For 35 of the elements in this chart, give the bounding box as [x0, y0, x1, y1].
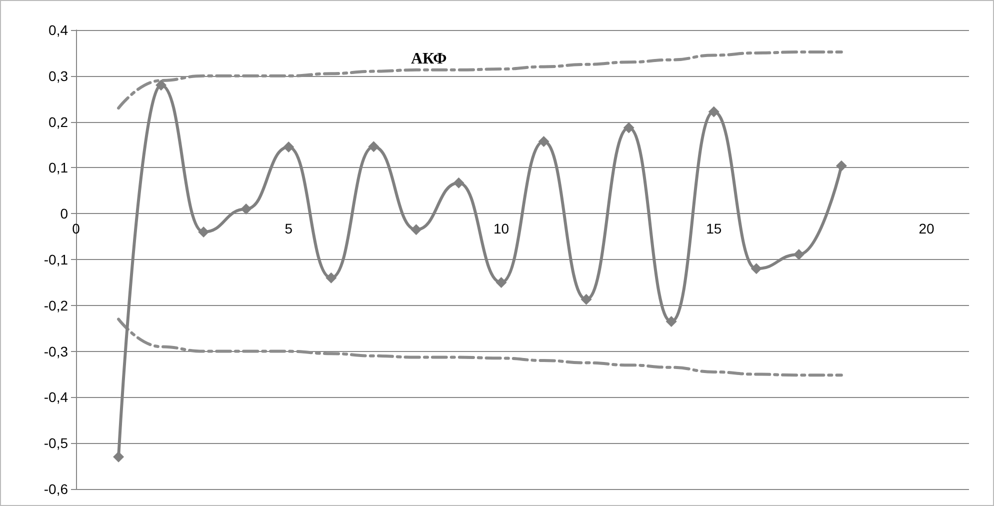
y-tick-label: 0,3 [48, 68, 68, 84]
point [113, 451, 124, 462]
y-tick-label: 0 [60, 206, 68, 222]
x-tick-label: 0 [72, 220, 80, 237]
point [283, 142, 294, 153]
point [666, 316, 677, 327]
y-tick-label: -0,5 [44, 435, 68, 452]
text: АКФ [411, 50, 447, 68]
point [156, 80, 167, 91]
point [750, 263, 762, 274]
y-tick-label: 0,4 [48, 22, 68, 38]
point [240, 204, 252, 215]
y-tick-label: -0,1 [44, 252, 68, 268]
y-tick-label: -0,2 [44, 297, 68, 314]
point [538, 136, 550, 148]
x-tick-label: 15 [706, 220, 722, 237]
x-tick-label: 5 [284, 220, 293, 237]
point [623, 122, 634, 134]
y-tick-label: 0,1 [48, 160, 68, 176]
point [580, 294, 592, 305]
y-tick-label: 0,2 [48, 114, 68, 130]
point [836, 160, 847, 172]
y-tick-label: -0,6 [44, 481, 68, 497]
x-tick-label: 20 [918, 220, 934, 237]
x-tick-label: 10 [493, 220, 510, 237]
point [708, 106, 720, 118]
y-tick-label: -0,3 [44, 343, 68, 360]
point [326, 272, 337, 284]
point [410, 224, 422, 236]
y-tick-label: -0,4 [44, 389, 68, 406]
point [453, 177, 464, 188]
point [198, 226, 210, 238]
point [368, 141, 380, 152]
point [496, 276, 507, 288]
point [793, 248, 804, 260]
